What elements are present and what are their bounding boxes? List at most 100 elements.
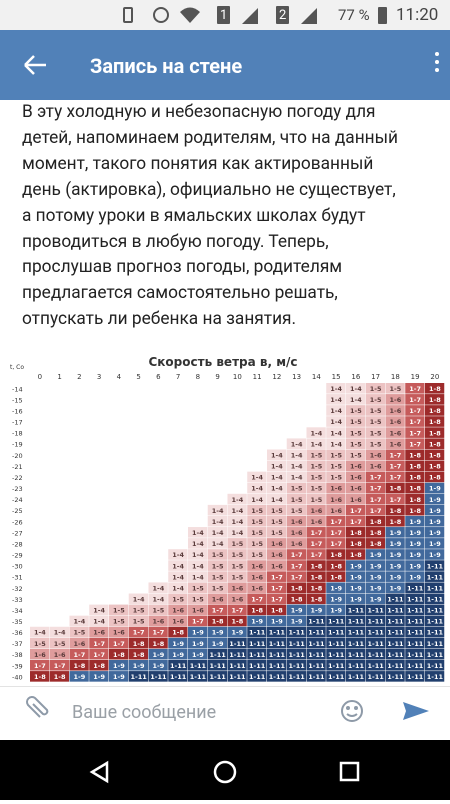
column-label: 7 [176, 373, 180, 381]
cell-label: 1-7 [409, 429, 421, 437]
table-cell [227, 549, 247, 560]
cell-label: 1-11 [209, 651, 226, 659]
table-cell [148, 626, 168, 638]
sim-1: 1 [220, 8, 228, 23]
cell-label: 1-4 [192, 573, 204, 581]
table-cell [306, 538, 326, 549]
cell-label: 1-11 [387, 629, 404, 637]
cell-label: 1-4 [311, 429, 323, 437]
table-cell [306, 571, 326, 582]
nav-back[interactable] [89, 760, 109, 784]
table-cell [49, 637, 69, 649]
table-cell [326, 571, 346, 582]
cell-label: 1-4 [271, 451, 283, 459]
table-cell [267, 460, 287, 472]
table-cell [168, 626, 188, 638]
cell-label: 1-7 [212, 607, 224, 615]
cell-label: 1-5 [212, 551, 224, 559]
nav-bar [0, 740, 450, 800]
table-cell [385, 671, 405, 682]
nav-recent[interactable] [339, 761, 360, 782]
table-cell [405, 504, 425, 516]
column-label: 13 [292, 373, 301, 381]
cell-label: 1-4 [330, 429, 342, 437]
table-cell [405, 427, 425, 438]
cell-label: 1-9 [429, 518, 441, 526]
table-cell [128, 604, 148, 616]
table-cell [306, 671, 326, 682]
cell-label: 1-8 [409, 496, 421, 504]
cell-label: 1-9 [370, 562, 382, 570]
cell-label: 1-11 [288, 629, 305, 637]
table-cell [405, 471, 425, 483]
cell-label: 1-8 [311, 595, 323, 603]
table-cell [267, 471, 287, 483]
cell-label: 1-4 [172, 562, 184, 570]
attach-button[interactable] [26, 696, 49, 718]
emoji-button[interactable] [341, 700, 363, 722]
cell-label: 1-9 [251, 618, 263, 626]
table-cell [109, 637, 129, 649]
table-cell [267, 637, 287, 649]
table-cell [326, 383, 346, 394]
table-cell [346, 660, 366, 671]
table-cell [89, 604, 109, 616]
table-cell [385, 504, 405, 516]
table-cell [346, 527, 366, 538]
cell-label: 1-5 [350, 451, 362, 459]
cell-label: 1-4 [54, 629, 66, 637]
row-label: -19 [12, 441, 23, 449]
more-menu[interactable] [435, 52, 439, 72]
table-cell [346, 582, 366, 594]
cell-label: 1-5 [330, 451, 342, 459]
table-cell [346, 493, 366, 505]
table-cell [306, 660, 326, 671]
table-cell [346, 416, 366, 427]
table-cell [405, 449, 425, 461]
back-button[interactable] [24, 55, 46, 75]
table-cell [207, 626, 227, 638]
cell-label: 1-8 [370, 540, 382, 548]
cell-label: 1-11 [387, 595, 404, 603]
cell-label: 1-7 [192, 618, 204, 626]
table-cell [188, 549, 208, 560]
table-cell [286, 671, 306, 682]
table-cell [207, 671, 227, 682]
nav-home[interactable] [213, 760, 237, 784]
table-cell [306, 582, 326, 594]
table-cell [346, 482, 366, 494]
table-cell [267, 538, 287, 549]
table-cell [49, 626, 69, 638]
table-cell [207, 515, 227, 527]
table-cell [227, 582, 247, 594]
cell-label: 1-11 [308, 651, 325, 659]
cell-label: 1-11 [387, 662, 404, 670]
cell-label: 1-11 [170, 673, 187, 681]
send-button[interactable] [403, 702, 429, 720]
cell-label: 1-4 [153, 595, 165, 603]
cell-label: 1-8 [390, 518, 402, 526]
table-cell [405, 671, 425, 682]
table-cell [188, 648, 208, 660]
table-cell [385, 427, 405, 438]
cell-label: 1-11 [209, 662, 226, 670]
column-label: 3 [97, 373, 101, 381]
cell-label: 1-4 [232, 507, 244, 515]
column-label: 11 [253, 373, 262, 381]
table-cell [109, 671, 129, 682]
nav-buttons [89, 760, 360, 784]
cell-label: 1-8 [409, 451, 421, 459]
table-cell [365, 560, 385, 571]
message-input[interactable]: Ваше сообщение [72, 702, 217, 723]
table-cell [286, 460, 306, 472]
cell-label: 1-11 [269, 640, 286, 648]
table-cell [128, 660, 148, 671]
cell-label: 1-7 [271, 595, 283, 603]
cell-label: 1-7 [330, 540, 342, 548]
cell-label: 1-7 [350, 518, 362, 526]
cell-label: 1-11 [308, 629, 325, 637]
table-cell [30, 626, 50, 638]
table-cell [286, 648, 306, 660]
table-cell [148, 660, 168, 671]
cell-label: 1-11 [190, 673, 207, 681]
